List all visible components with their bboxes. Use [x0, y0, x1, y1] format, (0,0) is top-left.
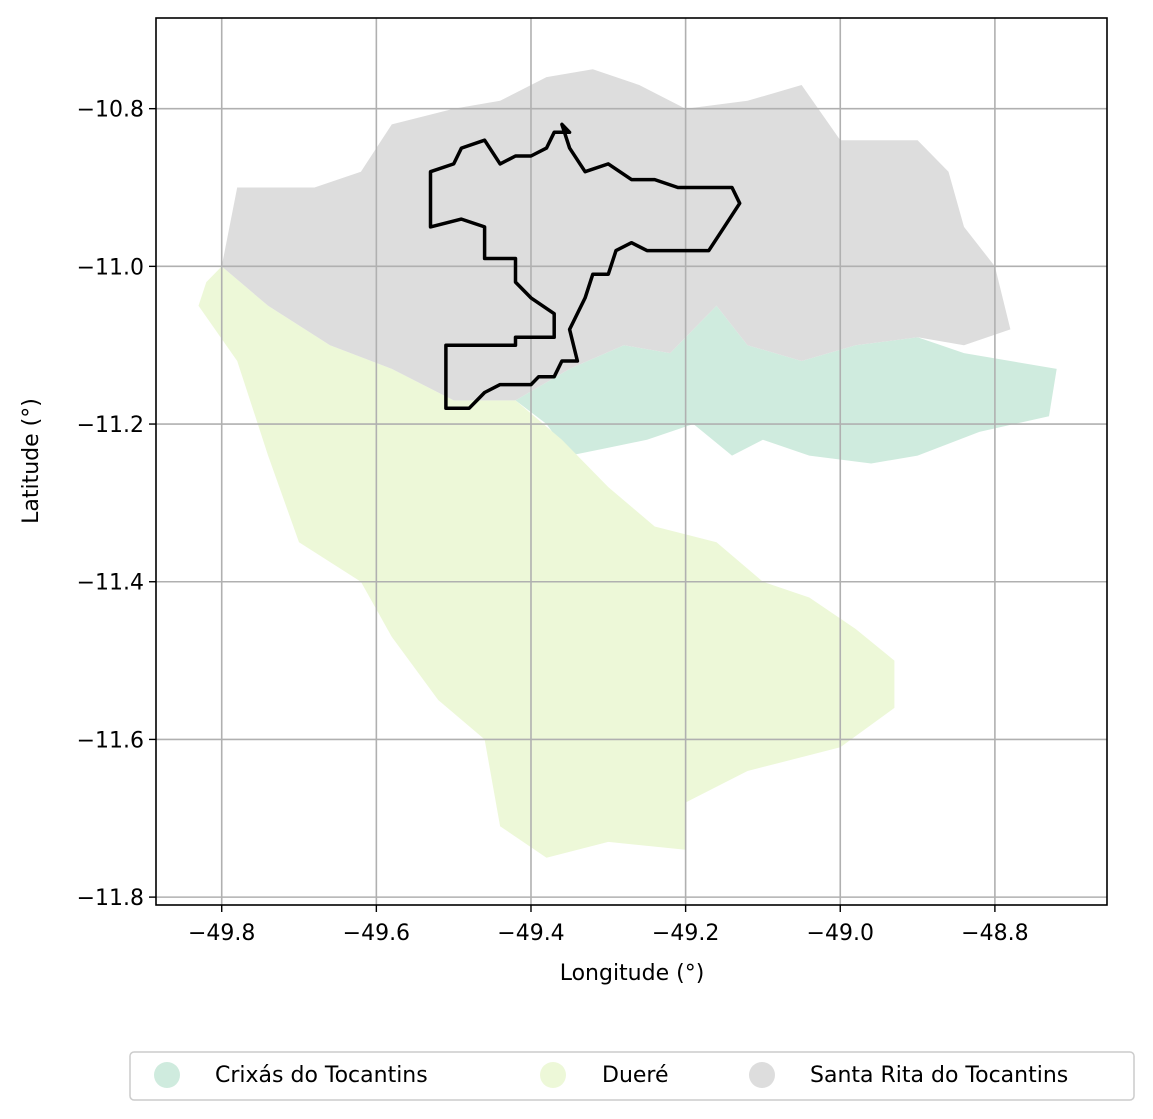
- region-duere: [198, 266, 895, 858]
- legend-label-crixas: Crixás do Tocantins: [215, 1063, 428, 1088]
- y-tick-label: −11.6: [77, 728, 144, 753]
- x-tick-label: −49.4: [497, 921, 564, 946]
- legend-marker-crixas: [154, 1062, 180, 1088]
- highlight-outline: [428, 122, 742, 411]
- x-tick-label: −49.6: [343, 921, 410, 946]
- y-tick-label: −10.8: [77, 98, 144, 123]
- y-tick-label: −11.4: [77, 571, 144, 596]
- legend-frame: [129, 1051, 1135, 1101]
- ticks-layer: −49.8 −49.6 −49.4 −49.2 −49.0 −48.8 −10.8 −11.0…: [77, 98, 1029, 946]
- y-tick-label: −11.2: [77, 413, 144, 438]
- legend-label-santa-rita: Santa Rita do Tocantins: [810, 1063, 1068, 1088]
- x-tick-label: −49.8: [188, 921, 255, 946]
- y-axis-label: Latitude (°): [19, 398, 44, 524]
- x-tick-label: −49.0: [807, 921, 874, 946]
- grid-layer: [156, 18, 1107, 905]
- x-tick-label: −48.8: [961, 921, 1028, 946]
- legend-marker-santa-rita: [749, 1062, 775, 1088]
- outline-layer: [428, 122, 742, 411]
- legend-marker-duere: [540, 1062, 566, 1088]
- legend-label-duere: Dueré: [602, 1063, 669, 1088]
- legend: Crixás do Tocantins Dueré Santa Rita do …: [129, 1051, 1135, 1101]
- y-tick-label: −11.0: [77, 255, 144, 280]
- x-tick-label: −49.2: [652, 921, 719, 946]
- x-axis-label: Longitude (°): [560, 961, 705, 986]
- y-tick-label: −11.8: [77, 886, 144, 911]
- plot-frame: [155, 17, 1108, 906]
- region-santa-rita-do-tocantins: [221, 69, 1011, 401]
